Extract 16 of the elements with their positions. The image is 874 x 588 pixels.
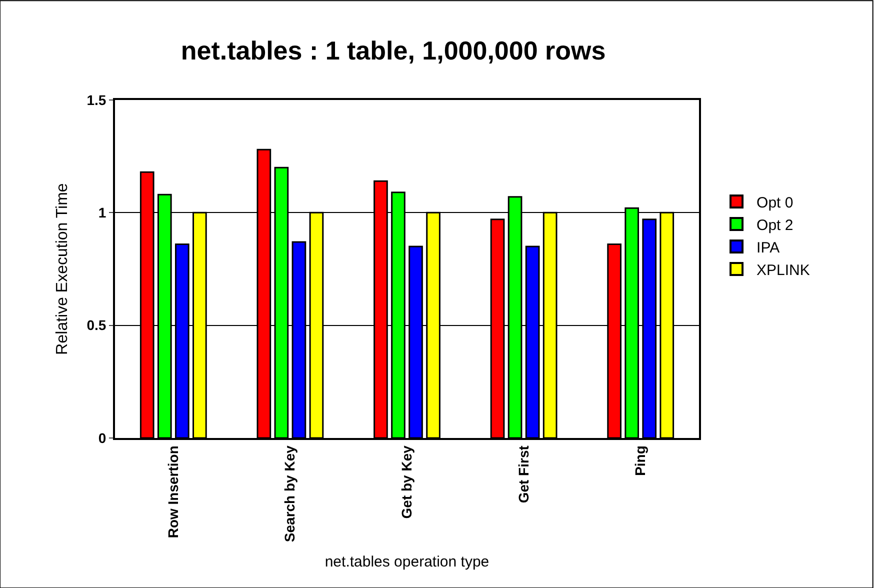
y-tick-label: 0.5 — [86, 317, 106, 334]
x-tick-label: Search by Key — [282, 445, 298, 542]
legend-label: Opt 0 — [756, 194, 794, 212]
y-tick-label: 1 — [98, 204, 106, 221]
x-axis-title: net.tables operation type — [324, 554, 490, 571]
chart-title: net.tables : 1 table, 1,000,000 rows — [180, 35, 606, 66]
legend-label: XPLINK — [756, 262, 810, 279]
x-tick-label: Row Insertion — [164, 446, 181, 538]
legend-label: Opt 2 — [756, 216, 794, 234]
y-axis-title: Relative Execution Time — [54, 183, 72, 355]
y-tick-label: 1.5 — [86, 92, 106, 108]
x-tick-label: Get by Key — [398, 445, 415, 519]
y-tick-label: 0 — [98, 430, 106, 446]
legend-label: IPA — [756, 239, 780, 256]
x-tick-label: Get First — [515, 445, 532, 504]
x-tick-label: Ping — [632, 446, 648, 476]
